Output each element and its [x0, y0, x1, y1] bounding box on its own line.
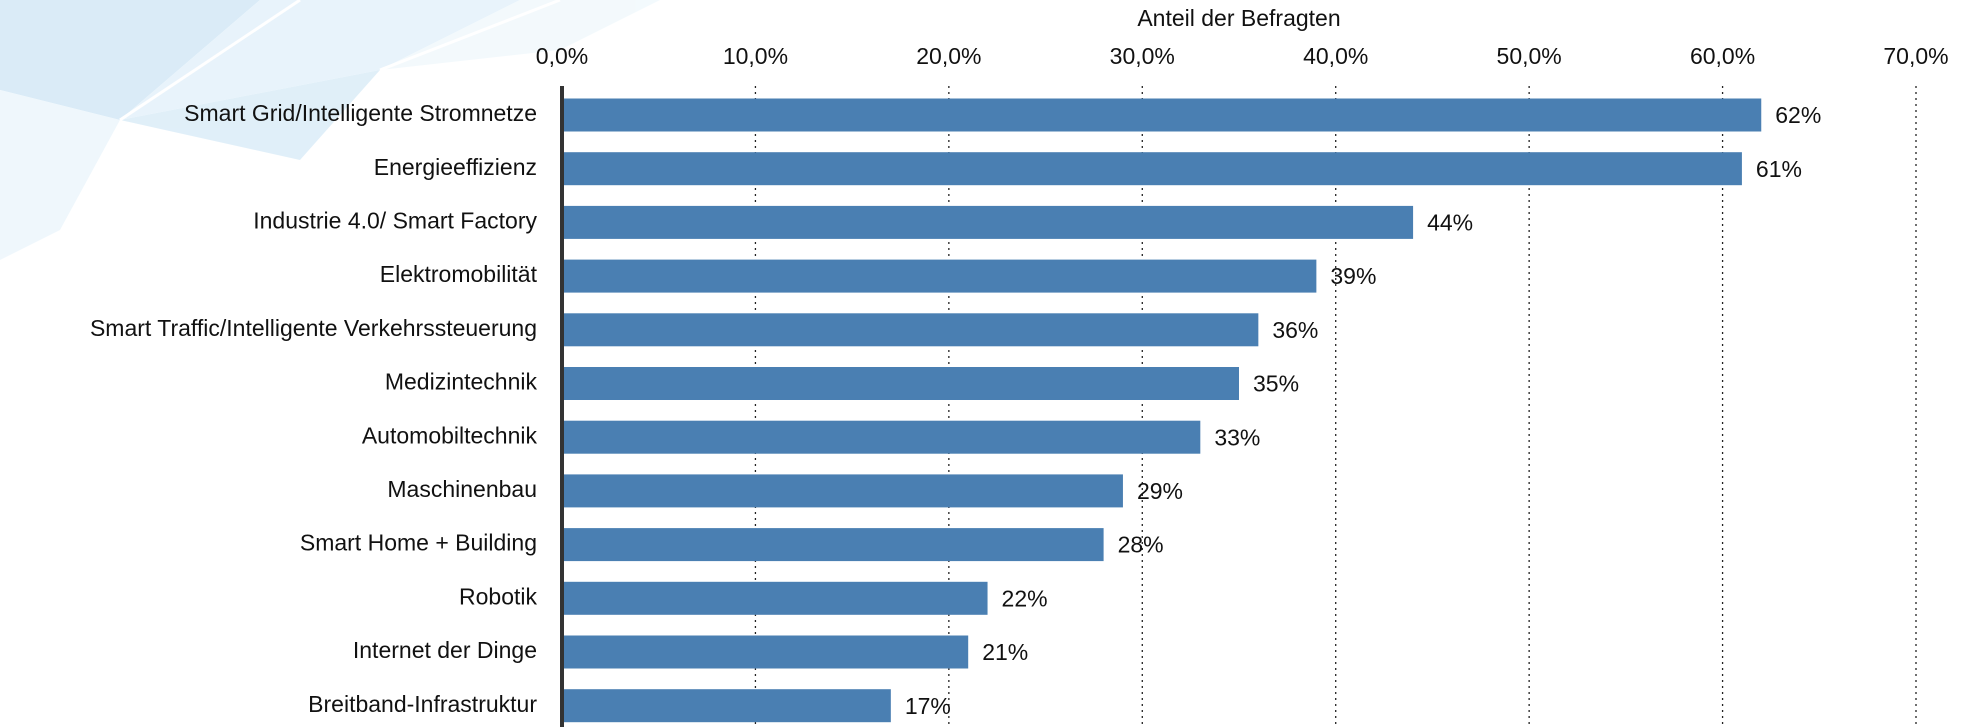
bar — [562, 259, 1317, 293]
bar — [562, 313, 1259, 347]
bar — [562, 528, 1104, 562]
y-tick-label: Breitband-Infrastruktur — [308, 691, 537, 717]
y-tick-label: Maschinenbau — [387, 476, 537, 502]
bar — [562, 98, 1762, 132]
bar — [562, 474, 1123, 508]
background-decoration — [0, 0, 660, 260]
value-label: 29% — [1137, 478, 1183, 504]
x-tick-label: 40,0% — [1303, 43, 1368, 69]
y-tick-label: Internet der Dinge — [353, 637, 537, 663]
y-tick-label: Smart Traffic/Intelligente Verkehrssteue… — [90, 315, 537, 341]
y-tick-label: Elektromobilität — [380, 261, 538, 287]
bar — [562, 581, 988, 615]
bar — [562, 689, 891, 723]
bar — [562, 205, 1414, 239]
bar — [562, 635, 969, 669]
x-tick-label: 70,0% — [1883, 43, 1948, 69]
bar — [562, 367, 1239, 400]
x-tick-label: 20,0% — [916, 43, 981, 69]
value-label: 39% — [1330, 263, 1376, 289]
value-label: 62% — [1775, 102, 1821, 128]
y-tick-label: Smart Grid/Intelligente Stromnetze — [184, 100, 537, 126]
x-tick-label: 10,0% — [723, 43, 788, 69]
y-tick-label: Medizintechnik — [385, 369, 538, 395]
value-label: 61% — [1756, 156, 1802, 182]
x-tick-label: 50,0% — [1497, 43, 1562, 69]
y-tick-label: Automobiltechnik — [362, 422, 538, 448]
value-label: 21% — [982, 639, 1028, 665]
value-label: 17% — [905, 693, 951, 719]
y-tick-label: Industrie 4.0/ Smart Factory — [253, 207, 537, 233]
x-tick-label: 0,0% — [536, 43, 588, 69]
y-tick-label: Smart Home + Building — [300, 530, 537, 556]
value-label: 28% — [1118, 532, 1164, 558]
value-label: 33% — [1214, 424, 1260, 450]
y-tick-label: Robotik — [459, 583, 537, 609]
value-label: 44% — [1427, 209, 1473, 235]
x-tick-label: 30,0% — [1110, 43, 1175, 69]
value-label: 35% — [1253, 371, 1299, 397]
axis-title: Anteil der Befragten — [1137, 5, 1340, 31]
x-tick-label: 60,0% — [1690, 43, 1755, 69]
value-label: 22% — [1002, 585, 1048, 611]
y-tick-label: Energieeffizienz — [374, 154, 537, 180]
bar — [562, 152, 1742, 186]
value-label: 36% — [1272, 317, 1318, 343]
bar — [562, 420, 1201, 454]
